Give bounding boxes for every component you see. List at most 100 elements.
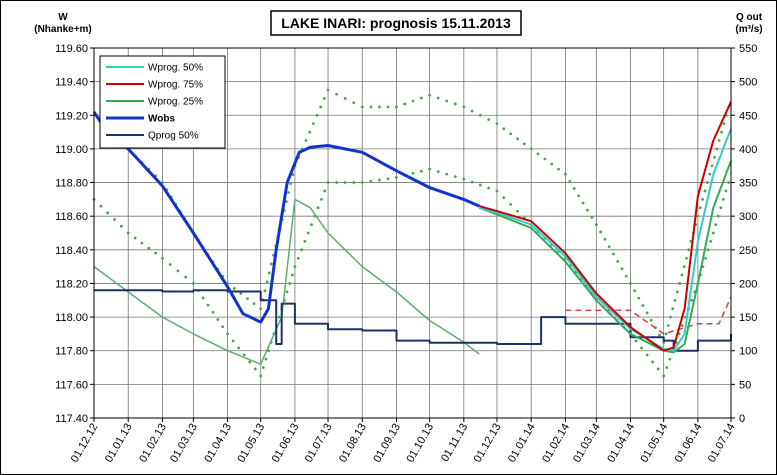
x-tick-label: 01.11.13 <box>439 422 470 464</box>
left-tick-label: 119.00 <box>55 144 88 156</box>
legend-label: Wprog. 75% <box>148 80 203 91</box>
envelope-dot <box>303 240 307 243</box>
series-wprog-25 <box>478 160 732 354</box>
envelope-dot <box>470 109 474 113</box>
right-tick-label: 50 <box>739 379 751 391</box>
envelope-dot <box>277 315 281 319</box>
envelope-dot <box>706 248 710 252</box>
right-axis-ticks: 0 50 100 150 200 250 300 350 400 450 500 550 <box>731 43 757 425</box>
envelope-dot <box>716 214 720 218</box>
envelope-dot <box>168 263 172 266</box>
left-tick-label: 118.40 <box>55 245 88 257</box>
envelope-dot <box>316 206 320 210</box>
series-group <box>92 88 732 378</box>
envelope-dot <box>662 374 666 378</box>
left-tick-label: 118.80 <box>55 178 88 190</box>
envelope-dot <box>289 182 293 185</box>
envelope-dot <box>259 307 263 311</box>
series-wobs <box>92 111 480 324</box>
envelope-dot <box>395 176 398 179</box>
envelope-dot <box>161 256 164 260</box>
envelope-dot <box>296 256 300 260</box>
x-tick-label: 01.10.13 <box>404 422 436 465</box>
envelope-dot <box>634 339 638 343</box>
right-tick-label: 450 <box>739 110 757 122</box>
right-tick-label: 200 <box>739 278 757 290</box>
legend-label: Wprog. 25% <box>148 97 203 108</box>
envelope-dot <box>453 175 457 179</box>
legend-label: Wobs <box>148 114 175 125</box>
right-axis-label-1: Q out <box>736 12 763 23</box>
envelope-dot <box>656 367 660 371</box>
envelope-dot <box>369 179 373 183</box>
left-tick-label: 119.60 <box>55 43 88 55</box>
envelope-dot <box>594 223 598 226</box>
envelope-dot <box>603 237 607 241</box>
envelope-dot <box>320 197 323 201</box>
envelope-dot <box>645 353 649 357</box>
envelope-dot <box>386 105 390 109</box>
envelope-dot <box>678 282 682 285</box>
legend-label: Qprog 50% <box>148 131 199 142</box>
envelope-dot <box>106 211 110 215</box>
envelope-dot <box>705 181 709 184</box>
envelope-dot <box>436 170 440 174</box>
right-tick-label: 400 <box>739 144 757 156</box>
x-tick-label: 01.04.14 <box>605 422 637 465</box>
envelope-dot <box>637 296 641 300</box>
envelope-dot <box>395 105 398 109</box>
envelope-dot <box>616 259 620 263</box>
x-tick-label: 01.02.14 <box>540 422 572 465</box>
envelope-dot <box>557 167 560 171</box>
envelope-dot <box>343 181 347 184</box>
envelope-dot <box>543 157 547 161</box>
envelope-dot <box>352 101 356 105</box>
envelope-dot <box>724 189 728 193</box>
legend-label: Wprog. 50% <box>148 63 203 74</box>
envelope-dot <box>445 172 449 176</box>
envelope-dot <box>216 318 220 321</box>
envelope-dot <box>201 296 205 300</box>
left-tick-label: 119.20 <box>55 110 88 122</box>
envelope-dot <box>360 181 364 184</box>
envelope-dot <box>487 186 491 190</box>
envelope-dot <box>669 315 672 319</box>
envelope-dot <box>259 374 263 378</box>
right-tick-label: 500 <box>739 77 757 89</box>
x-tick-label: 01.02.13 <box>137 422 169 465</box>
envelope-dot <box>326 88 330 92</box>
left-tick-label: 118.60 <box>55 211 88 223</box>
envelope-dot <box>620 267 624 271</box>
envelope-dot <box>226 332 229 336</box>
envelope-dot <box>352 181 356 184</box>
envelope-dot <box>184 275 188 279</box>
x-tick-label: 01.05.13 <box>235 422 267 465</box>
envelope-dot <box>326 181 330 184</box>
envelope-dot <box>261 366 265 369</box>
envelope-dot <box>264 357 268 361</box>
envelope-dot <box>590 215 594 219</box>
series-w-lower-envelope <box>92 167 730 378</box>
envelope-dot <box>248 360 252 364</box>
envelope-dot <box>267 349 270 353</box>
envelope-dot <box>343 97 347 100</box>
envelope-dot <box>285 290 289 294</box>
envelope-dot <box>269 262 273 266</box>
envelope-dot <box>322 97 326 100</box>
x-tick-label: 01.01.13 <box>103 422 135 465</box>
envelope-dot <box>719 206 723 210</box>
x-tick-label: 01.12.13 <box>472 422 504 465</box>
envelope-dot <box>581 201 585 205</box>
right-tick-label: 250 <box>739 245 757 257</box>
envelope-dot <box>246 297 249 300</box>
left-tick-label: 117.60 <box>55 379 88 391</box>
envelope-dot <box>377 105 381 109</box>
x-tick-label: 01.07.14 <box>706 422 738 465</box>
envelope-dot <box>564 172 567 176</box>
envelope-dot <box>727 181 730 184</box>
envelope-dot <box>462 105 466 109</box>
envelope-dot <box>662 340 666 344</box>
left-tick-label: 117.40 <box>55 413 88 425</box>
